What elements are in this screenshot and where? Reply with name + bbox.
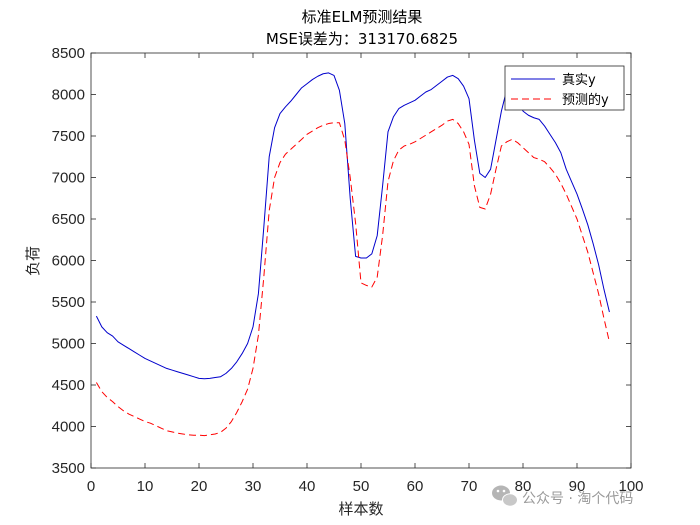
y-tick-label: 4500 <box>52 377 85 394</box>
series-line-1 <box>95 72 610 380</box>
x-axis: 0 10 20 30 40 50 60 70 80 90 100 <box>87 53 644 495</box>
x-tick-label: 80 <box>515 478 532 495</box>
y-tick-label: 8500 <box>52 45 85 62</box>
y-tick-label: 7500 <box>52 128 85 145</box>
series-line-2 <box>95 118 610 437</box>
wechat-icon <box>492 485 518 507</box>
y-tick-label: 6500 <box>52 211 85 228</box>
x-tick-label: 70 <box>461 478 478 495</box>
chart-title: 标准ELM预测结果 <box>302 8 423 26</box>
y-tick-label: 5000 <box>52 336 85 353</box>
x-tick-label: 50 <box>353 478 370 495</box>
y-axis: 3500 4000 4500 5000 5500 6000 6500 7000 7500 8000… <box>52 45 631 477</box>
watermark: 公众号 · 淘个代码 <box>492 485 633 507</box>
x-tick-label: 20 <box>191 478 208 495</box>
y-tick-label: 3500 <box>52 460 85 477</box>
y-axis-label: 负荷 <box>24 246 42 276</box>
legend: 真实y 预测的y <box>504 65 625 111</box>
chart-subtitle: MSE误差为：313170.6825 <box>266 30 458 48</box>
legend-box <box>504 65 625 111</box>
x-tick-label: 30 <box>245 478 262 495</box>
y-tick-label: 8000 <box>52 87 85 104</box>
plot-lines <box>95 72 610 437</box>
x-tick-label: 90 <box>569 478 586 495</box>
y-tick-label: 7000 <box>52 170 85 187</box>
legend-label-2: 预测的y <box>562 92 609 108</box>
x-tick-label: 60 <box>407 478 424 495</box>
x-tick-label: 10 <box>137 478 154 495</box>
y-tick-label: 5500 <box>52 294 85 311</box>
y-tick-label: 4000 <box>52 419 85 436</box>
watermark-text: 公众号 · 淘个代码 <box>522 491 633 507</box>
x-axis-label: 样本数 <box>338 500 383 518</box>
legend-label-1: 真实y <box>562 73 596 88</box>
x-tick-label: 100 <box>618 478 643 495</box>
y-tick-label: 6000 <box>52 253 85 270</box>
x-tick-label: 40 <box>299 478 316 495</box>
x-tick-label: 0 <box>87 478 95 495</box>
